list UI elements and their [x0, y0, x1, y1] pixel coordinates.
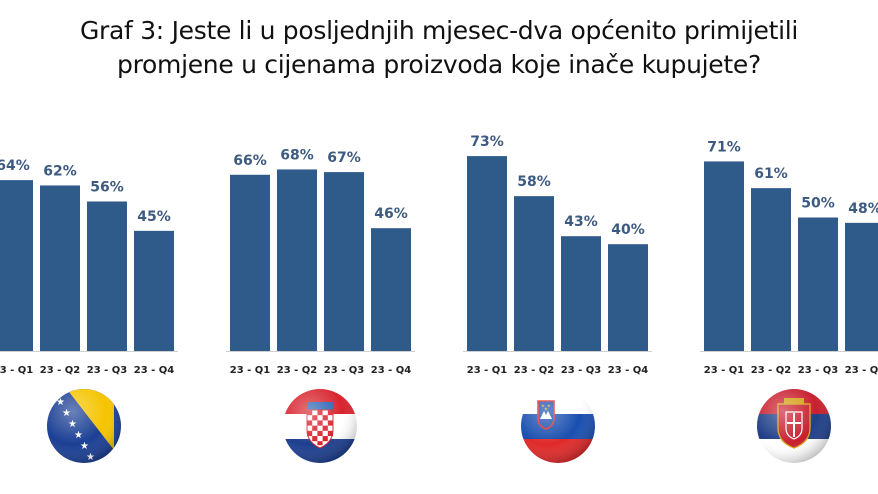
data-label: 46%: [374, 206, 408, 222]
bar: [467, 156, 507, 351]
data-label: 64%: [0, 158, 30, 174]
bar: [0, 180, 33, 351]
data-label: 43%: [564, 214, 598, 230]
bar: [40, 185, 80, 351]
chart-panel-4: 71% 23 - Q1 61% 23 - Q2 50% 23 - Q3 48% 23 - Q4: [700, 139, 878, 376]
data-label: 56%: [90, 179, 124, 195]
chart-title-line-1: Graf 3: Jeste li u posljednjih mjesec-dv…: [79, 16, 799, 45]
bar: [798, 217, 838, 351]
x-tick-label: 23 - Q1: [0, 365, 33, 376]
bar: [751, 188, 791, 351]
x-tick-label: 23 - Q2: [751, 365, 792, 376]
bar: [704, 161, 744, 351]
data-label: 71%: [707, 139, 741, 155]
data-label: 48%: [848, 201, 878, 217]
data-label: 67%: [327, 150, 361, 166]
bosnia-herzegovina-flag: ★ ★ ★ ★ ★ ★: [46, 388, 122, 464]
x-tick-label: 23 - Q2: [514, 365, 555, 376]
chart-panel-1: 64% 23 - Q1 62% 23 - Q2 56% 23 - Q3 45% 23 - Q4: [0, 158, 178, 376]
data-label: 50%: [801, 196, 835, 212]
chart-panel-2: 66% 23 - Q1 68% 23 - Q2 67% 23 - Q3 46% 23 - Q4: [226, 147, 415, 376]
x-tick-label: 23 - Q1: [704, 365, 745, 376]
x-tick-label: 23 - Q2: [277, 365, 318, 376]
serbia-flag: [756, 388, 832, 464]
bar: [87, 201, 127, 351]
x-tick-label: 23 - Q4: [845, 365, 878, 376]
bar: [561, 236, 601, 351]
x-tick-label: 23 - Q3: [324, 365, 365, 376]
x-tick-label: 23 - Q1: [467, 365, 508, 376]
chart-title: Graf 3: Jeste li u posljednjih mjesec-dv…: [0, 14, 878, 82]
data-label: 40%: [611, 222, 645, 238]
data-label: 45%: [137, 209, 171, 225]
x-tick-label: 23 - Q3: [87, 365, 128, 376]
data-label: 61%: [754, 166, 788, 182]
data-label: 73%: [470, 134, 504, 150]
bar: [371, 228, 411, 351]
x-tick-label: 23 - Q4: [371, 365, 412, 376]
x-tick-label: 23 - Q4: [608, 365, 649, 376]
chart-title-line-2: promjene u cijenama proizvoda koje inače…: [117, 50, 761, 79]
data-label: 58%: [517, 174, 551, 190]
bar: [230, 174, 270, 351]
data-label: 66%: [233, 153, 267, 169]
bar: [514, 196, 554, 351]
slovenia-flag: ★★★: [520, 388, 596, 464]
bar: [324, 172, 364, 351]
x-tick-label: 23 - Q2: [40, 365, 81, 376]
x-tick-label: 23 - Q4: [134, 365, 175, 376]
data-label: 62%: [43, 163, 77, 179]
data-label: 68%: [280, 147, 314, 163]
chart-panel-3: 73% 23 - Q1 58% 23 - Q2 43% 23 - Q3 40% 23 - Q4: [463, 134, 652, 376]
x-tick-label: 23 - Q3: [798, 365, 839, 376]
x-tick-label: 23 - Q1: [230, 365, 271, 376]
bar: [277, 169, 317, 351]
x-tick-label: 23 - Q3: [561, 365, 602, 376]
bar: [845, 222, 878, 351]
croatia-flag: [282, 388, 358, 464]
bar: [134, 230, 174, 351]
bar: [608, 244, 648, 351]
